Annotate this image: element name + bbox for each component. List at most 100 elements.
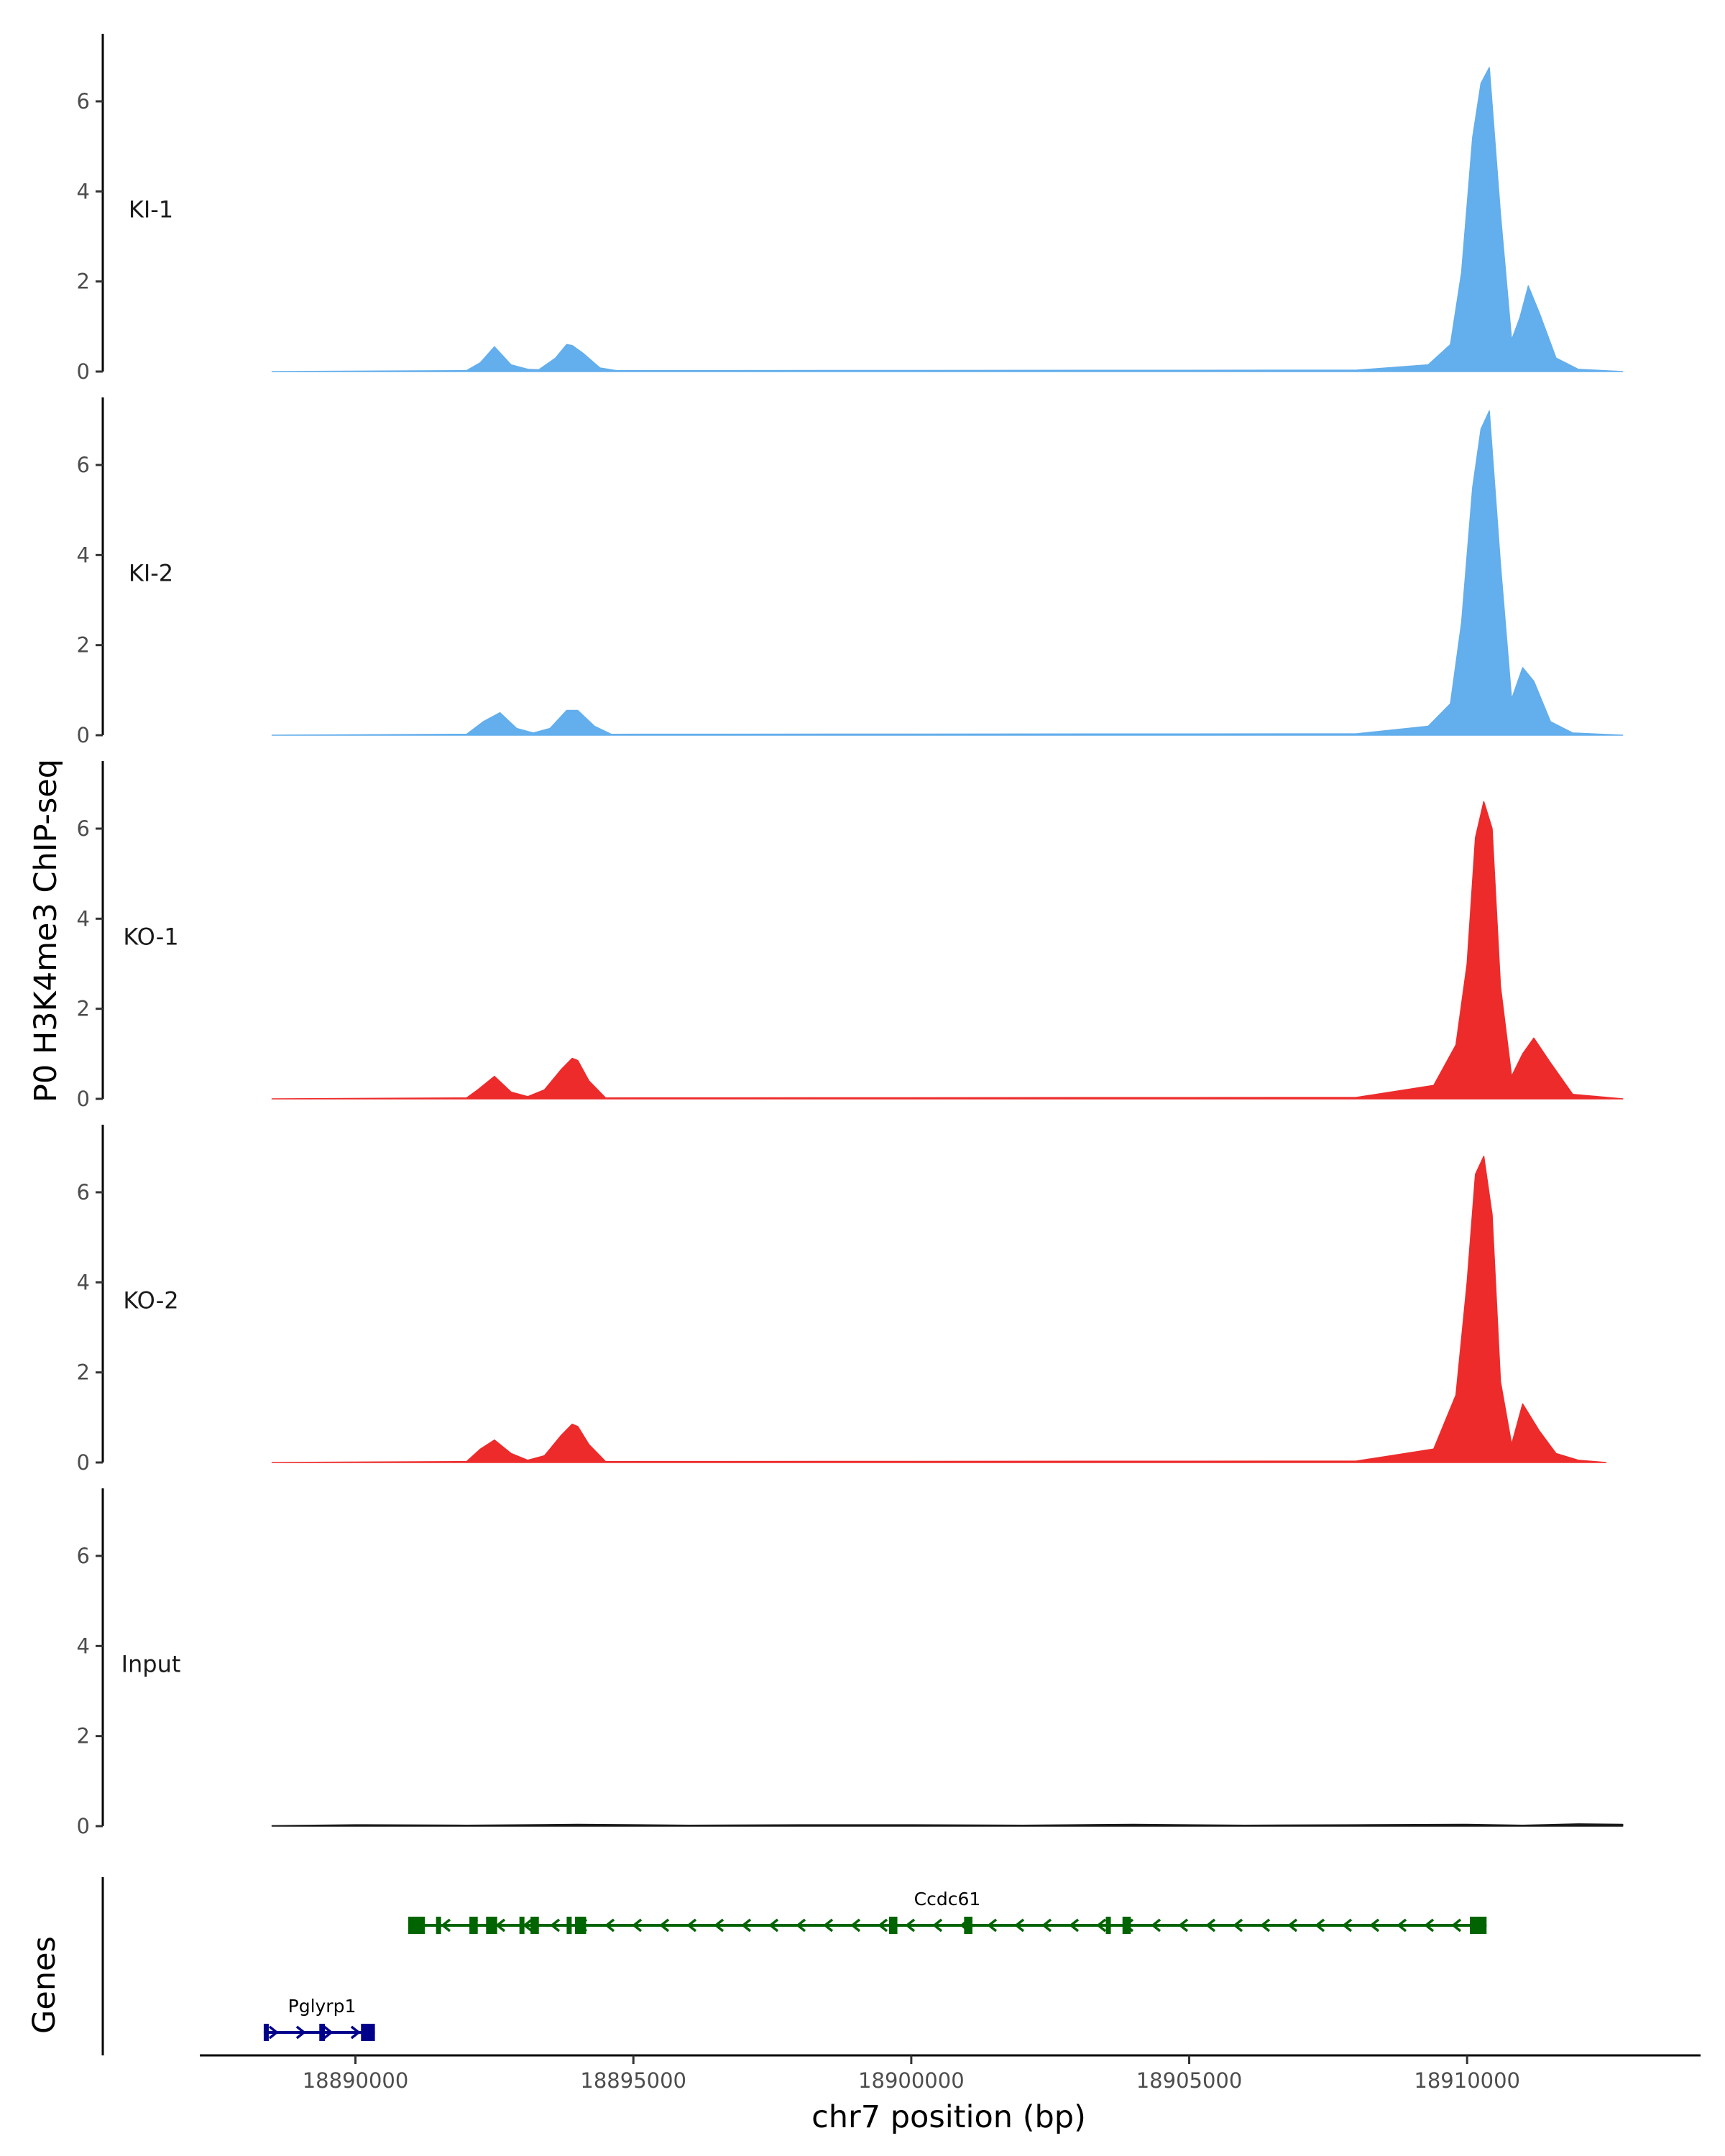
exon <box>519 1917 525 1934</box>
strand-arrow <box>1315 1918 1325 1932</box>
y-tick-label: 4 <box>77 179 90 203</box>
strand-arrow <box>1178 1918 1189 1932</box>
track-ki-2: 0 2 4 6 KI-2 <box>77 397 1624 747</box>
x-ticks: 18890000 18895000 18900000 18905000 18910000 <box>303 2055 1520 2093</box>
y-tick-label: 2 <box>77 997 90 1021</box>
strand-arrow <box>1096 1918 1107 1932</box>
gene-pglyrp1: Pglyrp1 <box>263 1996 375 2041</box>
exon <box>486 1917 497 1934</box>
strand-arrow <box>741 1918 752 1932</box>
exon <box>1122 1917 1131 1934</box>
gene-name-label: Pglyrp1 <box>288 1996 356 2017</box>
y-tick-label: 0 <box>77 359 90 384</box>
track-input: 0 2 4 6 Input <box>77 1488 1624 1838</box>
x-tick-label: 18900000 <box>858 2068 965 2093</box>
y-tick-label: 2 <box>77 1360 90 1385</box>
strand-arrow <box>1233 1918 1243 1932</box>
strand-arrow <box>604 1918 615 1932</box>
strand-arrow <box>905 1918 916 1932</box>
exon <box>436 1917 441 1934</box>
y-tick-label: 2 <box>77 270 90 294</box>
signal-area <box>271 801 1624 1100</box>
track-label: KI-1 <box>129 195 173 223</box>
strand-arrow <box>1069 1918 1080 1932</box>
y-tick-label: 0 <box>77 723 90 747</box>
strand-arrow <box>659 1918 670 1932</box>
track-ko-2: 0 2 4 6 KO-2 <box>77 1125 1607 1475</box>
strand-arrow <box>823 1918 834 1932</box>
exon <box>361 2024 375 2041</box>
exon <box>575 1917 586 1934</box>
y-tick-label: 6 <box>77 1544 90 1568</box>
strand-arrow <box>1205 1918 1216 1932</box>
strand-arrow <box>987 1918 998 1932</box>
y-tick-label: 0 <box>77 1814 90 1838</box>
exon <box>263 2024 269 2041</box>
strand-arrow <box>495 1918 506 1932</box>
exon <box>1105 1917 1111 1934</box>
strand-arrow <box>1451 1918 1462 1932</box>
strand-arrow <box>878 1918 888 1932</box>
track-ki-1: 0 2 4 6 KI-1 <box>77 34 1624 384</box>
strand-arrow <box>441 1918 451 1932</box>
strand-arrow <box>550 1918 561 1932</box>
genes-panel: Genes Pglyrp1 Ccdc61 <box>27 1877 1487 2055</box>
exon <box>408 1917 426 1934</box>
y-tick-label: 6 <box>77 453 90 477</box>
strand-arrow <box>796 1918 806 1932</box>
signal-area <box>271 1823 1624 1827</box>
strand-arrow <box>323 2025 334 2040</box>
strand-arrow <box>850 1918 861 1932</box>
signal-area <box>271 410 1624 736</box>
x-tick-label: 18890000 <box>303 2068 409 2093</box>
y-tick-label: 2 <box>77 1724 90 1749</box>
exon <box>888 1917 898 1934</box>
gene-ccdc61: Ccdc61 <box>408 1889 1487 1934</box>
y-tick-label: 0 <box>77 1450 90 1475</box>
x-tick-label: 18910000 <box>1414 2068 1520 2093</box>
y-tick-label: 2 <box>77 633 90 658</box>
strand-arrow <box>1287 1918 1298 1932</box>
strand-arrow <box>295 2025 306 2040</box>
gene-name-label: Ccdc61 <box>914 1889 981 1909</box>
signal-area <box>271 67 1624 372</box>
strand-arrow <box>1342 1918 1353 1932</box>
signal-tracks: 0 2 4 6 KI-1 0 2 4 6 KI-2 0 2 4 6 KO-1 0 2 4 6 KO-2 0 2 4 6 Inpu… <box>77 34 1624 1838</box>
track-label: Input <box>121 1650 181 1677</box>
y-tick-label: 6 <box>77 816 90 841</box>
strand-arrow <box>1424 1918 1435 1932</box>
x-axis: 18890000 18895000 18900000 18905000 18910000… <box>200 2054 1701 2135</box>
strand-arrow <box>686 1918 697 1932</box>
x-axis-title: chr7 position (bp) <box>811 2099 1086 2135</box>
x-tick-label: 18895000 <box>580 2068 686 2093</box>
strand-arrow <box>523 1918 533 1932</box>
strand-arrow <box>1041 1918 1052 1932</box>
exon <box>964 1917 972 1934</box>
strand-arrow <box>1260 1918 1271 1932</box>
exon <box>469 1917 478 1934</box>
strand-arrow <box>1397 1918 1407 1932</box>
strand-arrow <box>350 2025 361 2040</box>
genes-track-title: Genes <box>27 1936 63 2034</box>
y-tick-label: 4 <box>77 1270 90 1294</box>
exon <box>566 1917 572 1934</box>
y-tick-label: 0 <box>77 1087 90 1111</box>
exon <box>530 1917 539 1934</box>
y-tick-label: 4 <box>77 906 90 931</box>
strand-arrow <box>768 1918 779 1932</box>
exon <box>319 2024 325 2041</box>
strand-arrow <box>932 1918 943 1932</box>
track-ko-1: 0 2 4 6 KO-1 <box>77 761 1624 1111</box>
y-tick-label: 6 <box>77 89 90 114</box>
x-tick-label: 18905000 <box>1136 2068 1243 2093</box>
y-tick-label: 4 <box>77 1634 90 1658</box>
strand-arrow <box>268 2025 279 2040</box>
track-label: KO-2 <box>123 1286 178 1314</box>
y-axis-title: P0 H3K4me3 ChIP-seq <box>28 759 64 1102</box>
strand-arrow <box>714 1918 724 1932</box>
gene-models: Pglyrp1 Ccdc61 <box>263 1889 1487 2041</box>
track-label: KO-1 <box>123 923 178 950</box>
strand-arrow <box>632 1918 643 1932</box>
signal-area <box>271 1156 1607 1463</box>
